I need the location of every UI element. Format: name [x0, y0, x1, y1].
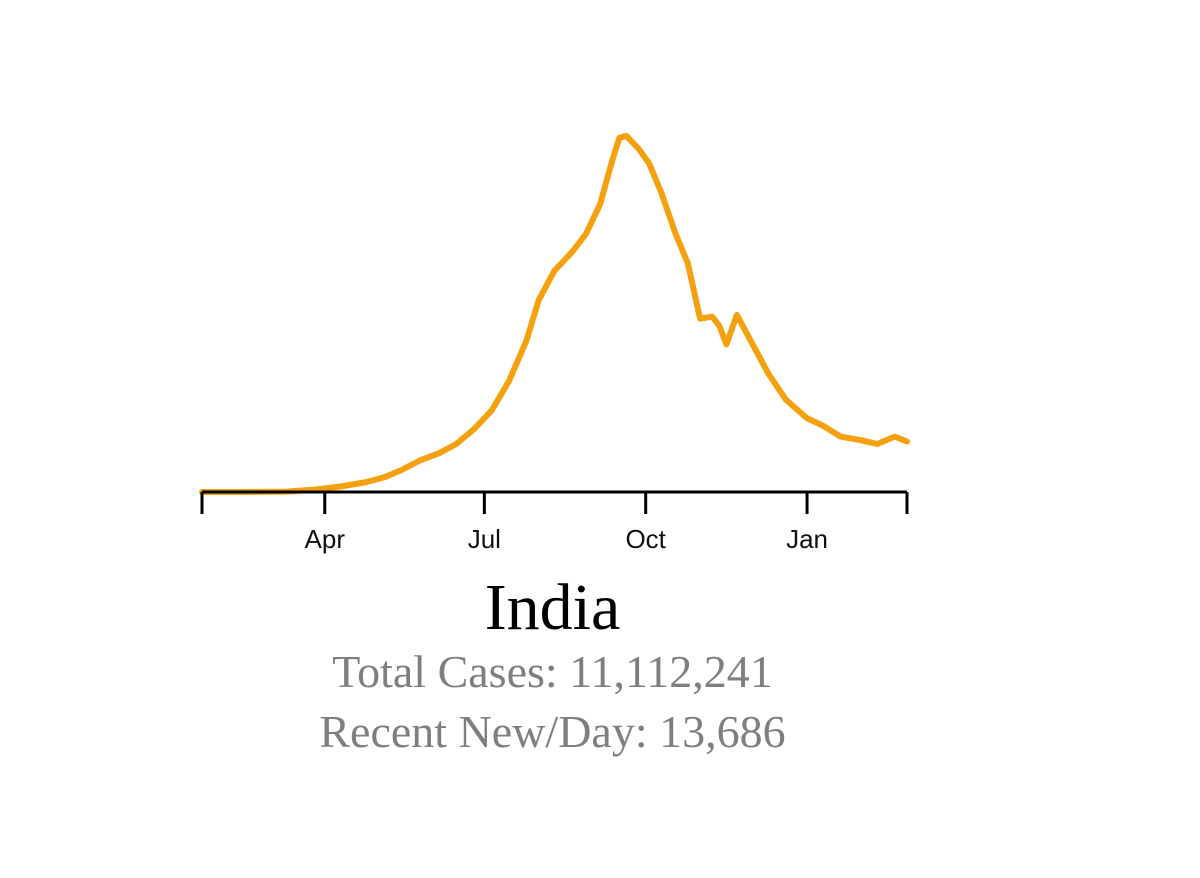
series-line-0: [199, 132, 910, 495]
x-tick-label-oct: Oct: [625, 524, 666, 554]
cases-line-chart: Apr Jul Oct Jan: [199, 132, 910, 554]
x-tick-label-apr: Apr: [305, 524, 346, 554]
x-tick-label-jul: Jul: [468, 524, 501, 554]
x-tick-label-jan: Jan: [786, 524, 828, 554]
chart-area: Apr Jul Oct Jan: [199, 132, 910, 554]
country-title: India: [484, 571, 621, 644]
recent-new-per-day-stat: Recent New/Day: 13,686: [319, 706, 786, 757]
total-cases-stat: Total Cases: 11,112,241: [332, 646, 773, 697]
